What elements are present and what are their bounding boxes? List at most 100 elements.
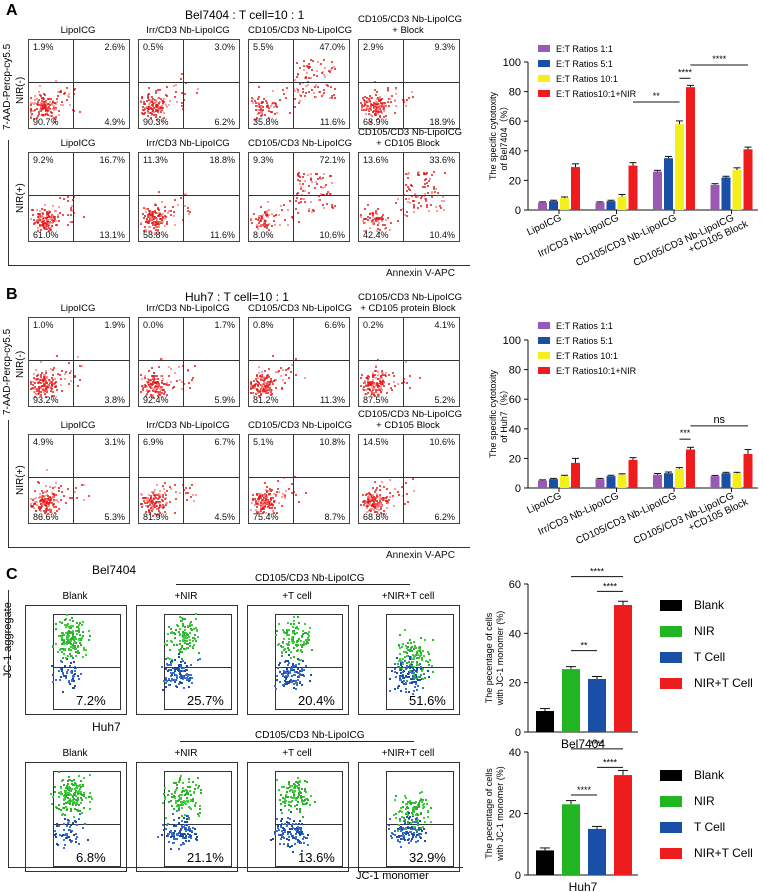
event-dot xyxy=(160,215,163,217)
event-dot xyxy=(255,223,258,226)
event-dot xyxy=(366,204,369,207)
event-dot xyxy=(409,831,412,834)
event-dot xyxy=(409,815,412,818)
event-dot xyxy=(35,497,38,500)
event-dot xyxy=(195,629,198,632)
event-dot xyxy=(51,644,54,647)
event-dot xyxy=(278,223,281,226)
event-dot xyxy=(374,101,377,104)
event-dot xyxy=(63,813,66,816)
event-dot xyxy=(373,80,376,83)
event-dot xyxy=(420,674,423,677)
event-dot xyxy=(368,107,371,110)
event-dot xyxy=(177,808,180,811)
event-dot xyxy=(73,666,76,669)
event-dot xyxy=(399,209,402,212)
event-dot xyxy=(162,216,165,219)
event-dot xyxy=(260,104,263,107)
event-dot xyxy=(415,800,418,803)
event-dot xyxy=(375,502,378,505)
event-dot xyxy=(294,688,297,691)
event-dot xyxy=(256,218,259,221)
event-dot xyxy=(181,365,184,368)
event-dot xyxy=(62,673,65,676)
event-dot xyxy=(299,93,302,96)
event-dot xyxy=(170,663,173,666)
event-dot xyxy=(75,800,78,803)
event-dot xyxy=(286,87,289,90)
event-dot xyxy=(161,102,164,104)
panel-b-letter: B xyxy=(6,286,18,303)
event-dot xyxy=(45,396,48,399)
b-quadrant-h xyxy=(249,360,349,361)
event-dot xyxy=(39,361,42,364)
event-dot xyxy=(165,222,168,225)
event-dot xyxy=(392,381,395,384)
event-dot xyxy=(307,63,310,66)
event-dot xyxy=(402,670,405,673)
event-dot xyxy=(333,97,336,100)
event-dot xyxy=(276,679,279,682)
event-dot xyxy=(307,67,310,70)
legend-swatch xyxy=(660,599,682,611)
event-dot xyxy=(420,801,423,804)
event-dot xyxy=(256,384,259,387)
event-dot xyxy=(315,96,318,99)
event-dot xyxy=(303,65,306,68)
event-dot xyxy=(49,218,52,221)
event-dot xyxy=(367,104,370,107)
event-dot xyxy=(388,228,391,231)
event-dot xyxy=(191,640,194,643)
event-dot xyxy=(39,493,42,496)
event-dot xyxy=(375,217,378,220)
event-dot xyxy=(175,83,178,86)
event-dot xyxy=(67,680,70,683)
legend-swatch xyxy=(660,625,682,637)
event-dot xyxy=(179,642,182,645)
event-dot xyxy=(258,111,261,114)
event-dot xyxy=(58,205,61,208)
event-dot xyxy=(49,227,52,230)
event-dot xyxy=(374,394,377,397)
event-dot xyxy=(37,381,40,384)
event-dot xyxy=(30,506,33,509)
event-dot xyxy=(185,788,188,791)
event-dot xyxy=(182,630,185,633)
event-dot xyxy=(286,632,289,635)
event-dot xyxy=(146,382,149,385)
event-dot xyxy=(77,792,80,795)
event-dot xyxy=(80,779,83,782)
a-quadrant-ur-value: 47.0% xyxy=(319,42,345,52)
event-dot xyxy=(361,104,364,107)
event-dot xyxy=(293,819,295,822)
event-dot xyxy=(255,387,258,390)
event-dot xyxy=(256,373,259,376)
event-dot xyxy=(413,204,416,207)
event-dot xyxy=(322,177,325,179)
event-dot xyxy=(400,665,403,668)
event-dot xyxy=(376,386,379,389)
event-dot xyxy=(366,392,369,395)
event-dot xyxy=(178,653,181,656)
event-dot xyxy=(174,223,177,226)
event-dot xyxy=(188,786,191,789)
event-dot xyxy=(165,643,168,646)
event-dot xyxy=(162,689,165,692)
event-dot xyxy=(372,380,375,383)
event-dot xyxy=(302,189,305,192)
event-dot xyxy=(278,664,281,667)
event-dot xyxy=(191,493,194,496)
event-dot xyxy=(362,381,365,384)
event-dot xyxy=(185,802,188,805)
event-dot xyxy=(151,383,154,386)
event-dot xyxy=(151,381,154,384)
event-dot xyxy=(423,192,426,195)
event-dot xyxy=(288,781,291,784)
event-dot xyxy=(147,216,150,218)
event-dot xyxy=(79,643,82,646)
event-dot xyxy=(364,382,367,385)
event-dot xyxy=(42,215,45,218)
event-dot xyxy=(30,502,32,505)
event-dot xyxy=(60,636,63,639)
event-dot xyxy=(417,824,420,827)
